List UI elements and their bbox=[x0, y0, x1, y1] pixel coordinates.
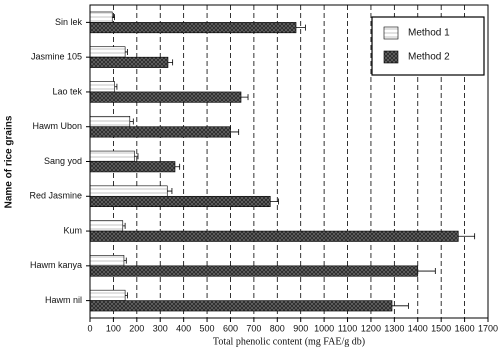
error-bar bbox=[123, 257, 127, 264]
y-tick-label: Hawm Ubon bbox=[32, 121, 82, 131]
y-axis-label: Name of rice grains bbox=[4, 115, 15, 208]
error-bar bbox=[230, 128, 240, 135]
error-bar bbox=[458, 233, 476, 240]
legend-label: Method 2 bbox=[408, 52, 450, 63]
legend-label: Method 1 bbox=[408, 28, 450, 39]
x-tick-label: 1600 bbox=[455, 323, 475, 333]
x-tick-label: 1300 bbox=[384, 323, 404, 333]
bar bbox=[89, 220, 124, 232]
bar bbox=[89, 56, 169, 68]
x-tick-label: 0 bbox=[87, 323, 92, 333]
y-tick-label: Sang yod bbox=[44, 156, 82, 166]
legend-box bbox=[371, 16, 485, 76]
x-tick-label: 1200 bbox=[361, 323, 381, 333]
bar bbox=[89, 91, 242, 103]
bar bbox=[89, 46, 126, 58]
x-tick-label: 500 bbox=[200, 323, 215, 333]
legend-swatch bbox=[383, 26, 399, 40]
error-bar bbox=[112, 14, 115, 21]
error-bar bbox=[241, 94, 249, 101]
bar bbox=[89, 161, 176, 173]
x-axis-label: Total phenolic content (mg FAE/g db) bbox=[213, 336, 365, 347]
bar bbox=[89, 81, 115, 93]
bar bbox=[89, 230, 459, 242]
bar bbox=[89, 126, 231, 138]
bar bbox=[89, 195, 271, 208]
y-tick-label: Sin lek bbox=[55, 17, 83, 27]
x-tick-label: 700 bbox=[246, 323, 261, 333]
y-tick-label: Hawm kanya bbox=[30, 260, 82, 270]
error-bar bbox=[167, 59, 174, 66]
bar bbox=[89, 22, 297, 34]
error-bar bbox=[114, 83, 118, 90]
x-tick-label: 300 bbox=[153, 323, 168, 333]
x-tick-label: 200 bbox=[129, 323, 144, 333]
error-bar bbox=[270, 198, 279, 205]
y-tick-label: Red Jasmine bbox=[29, 191, 82, 201]
x-tick-label: 400 bbox=[176, 323, 191, 333]
legend-swatch bbox=[383, 50, 399, 64]
error-bar bbox=[134, 153, 139, 160]
x-tick-label: 900 bbox=[293, 323, 308, 333]
error-bar bbox=[296, 24, 306, 31]
x-tick-label: 1100 bbox=[338, 323, 357, 333]
y-tick-label: Kum bbox=[63, 225, 82, 235]
plot-frame bbox=[89, 4, 489, 319]
bar bbox=[89, 150, 135, 162]
error-bar bbox=[167, 188, 173, 195]
y-tick-label: Jasmine 105 bbox=[31, 52, 82, 62]
error-bar bbox=[125, 292, 128, 299]
bar bbox=[89, 289, 126, 301]
error-bar bbox=[174, 163, 181, 170]
y-tick-label: Hawm nil bbox=[45, 295, 82, 305]
y-tick-label: Lao tek bbox=[52, 86, 82, 96]
error-bar bbox=[125, 48, 128, 55]
x-tick-label: 600 bbox=[223, 323, 238, 333]
x-tick-label: 1700 bbox=[478, 323, 498, 333]
x-tick-label: 1500 bbox=[431, 323, 451, 333]
x-tick-label: 100 bbox=[106, 323, 121, 333]
bar bbox=[89, 185, 168, 197]
x-tick-label: 1000 bbox=[314, 323, 334, 333]
bar bbox=[89, 265, 419, 277]
x-tick-label: 1400 bbox=[408, 323, 428, 333]
bar bbox=[89, 300, 393, 312]
error-bar bbox=[392, 302, 409, 309]
bar bbox=[89, 115, 131, 128]
x-tick-label: 800 bbox=[270, 323, 285, 333]
error-bar bbox=[129, 118, 134, 125]
bar bbox=[89, 11, 113, 23]
error-bar bbox=[122, 222, 126, 229]
bar bbox=[89, 255, 125, 267]
error-bar bbox=[417, 268, 436, 275]
